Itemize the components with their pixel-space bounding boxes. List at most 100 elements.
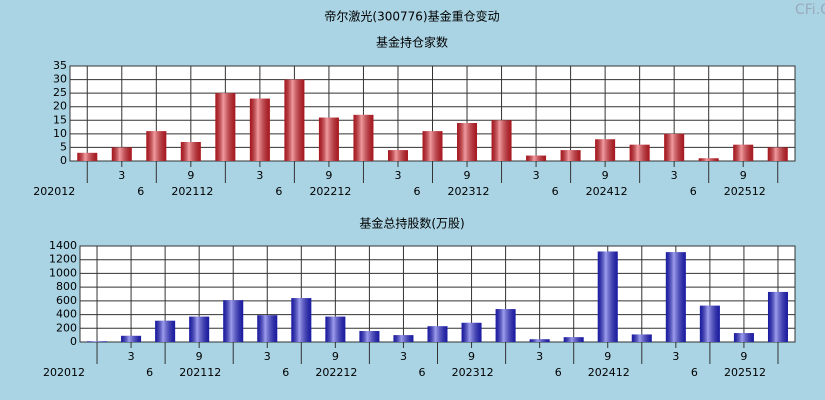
bar-shine	[359, 331, 380, 342]
x-tick-label: 6	[137, 185, 144, 198]
bar-shine	[422, 131, 443, 161]
bar-shine	[733, 333, 754, 342]
x-tick-label: 9	[602, 169, 609, 182]
y-tick-label: 35	[53, 59, 67, 72]
y-tick-label: 30	[53, 73, 67, 86]
x-tick-label: 202412	[588, 366, 630, 379]
bar-shine	[284, 79, 305, 161]
y-tick-label: 1000	[49, 266, 77, 279]
x-tick-label: 6	[690, 185, 697, 198]
y-tick-label: 15	[53, 113, 67, 126]
x-tick-label: 3	[533, 169, 540, 182]
x-tick-label: 3	[394, 169, 401, 182]
bar-shine	[461, 322, 482, 342]
y-tick-label: 20	[53, 100, 67, 113]
bar-shine	[77, 152, 98, 161]
bar-shine	[325, 316, 346, 342]
bar-shine	[597, 251, 618, 342]
x-tick-label: 9	[464, 169, 471, 182]
x-tick-label: 9	[604, 350, 611, 363]
x-tick-label: 6	[275, 185, 282, 198]
x-tick-label: 202412	[586, 185, 628, 198]
bar-shine	[215, 93, 236, 161]
x-tick-label: 202112	[171, 185, 213, 198]
x-tick-label: 202512	[724, 366, 766, 379]
x-tick-label: 202312	[452, 366, 494, 379]
bar-shine	[257, 315, 278, 342]
chart-title: 基金总持股数(万股)	[359, 216, 464, 231]
y-tick-label: 5	[60, 140, 67, 153]
bar-shine	[223, 300, 244, 342]
bar-shine	[560, 150, 581, 161]
bar-shine	[595, 139, 616, 161]
y-tick-label: 25	[53, 86, 67, 99]
bar-shine	[387, 150, 408, 161]
bar-shine	[155, 320, 176, 342]
x-tick-label: 202312	[448, 185, 490, 198]
y-tick-label: 200	[56, 321, 77, 334]
x-tick-label: 6	[414, 185, 421, 198]
x-tick-label: 3	[118, 169, 125, 182]
y-tick-label: 1400	[49, 239, 77, 252]
bar-shine	[427, 326, 448, 342]
x-tick-label: 9	[332, 350, 339, 363]
y-tick-label: 10	[53, 127, 67, 140]
bar-shine	[146, 131, 167, 161]
x-tick-label: 3	[672, 350, 679, 363]
bar-shine	[87, 341, 108, 342]
bar-shine	[491, 120, 512, 161]
y-tick-label: 600	[56, 294, 77, 307]
y-tick-label: 400	[56, 308, 77, 321]
y-tick-label: 800	[56, 280, 77, 293]
bar-shine	[495, 309, 516, 342]
bar-shine	[180, 142, 201, 161]
bar-shine	[189, 316, 210, 342]
x-tick-label: 202012	[33, 185, 75, 198]
x-tick-label: 3	[128, 350, 135, 363]
x-tick-label: 9	[196, 350, 203, 363]
x-tick-label: 6	[282, 366, 289, 379]
bar-shine	[665, 252, 686, 342]
bar-shine	[767, 291, 788, 342]
bar-shine	[121, 335, 142, 342]
x-tick-label: 9	[740, 350, 747, 363]
bar-shine	[699, 305, 720, 342]
x-tick-label: 6	[552, 185, 559, 198]
x-tick-label: 6	[146, 366, 153, 379]
bar-shine	[698, 158, 719, 161]
bar-shine	[733, 144, 754, 161]
x-tick-label: 3	[536, 350, 543, 363]
bar-shine	[393, 335, 414, 342]
bar-shine	[318, 117, 339, 161]
bar-shine	[249, 98, 270, 161]
bar-shine	[767, 147, 788, 161]
bar-shine	[631, 334, 652, 342]
x-tick-label: 9	[187, 169, 194, 182]
bar-shine	[291, 298, 312, 342]
x-tick-label: 3	[256, 169, 263, 182]
bar-shine	[529, 339, 550, 342]
x-tick-label: 6	[419, 366, 426, 379]
x-tick-label: 3	[264, 350, 271, 363]
bar-shine	[563, 337, 584, 342]
watermark: CFi.CN	[795, 2, 825, 18]
chart-subtitle: 基金持仓家数	[376, 35, 448, 50]
x-tick-label: 202512	[724, 185, 766, 198]
x-tick-label: 6	[555, 366, 562, 379]
x-tick-label: 9	[468, 350, 475, 363]
x-tick-label: 6	[691, 366, 698, 379]
bar-shine	[353, 114, 374, 161]
chart-title: 帝尔激光(300776)基金重仓变动	[324, 9, 499, 24]
bar-shine	[629, 144, 650, 161]
x-tick-label: 202012	[43, 366, 85, 379]
bar-shine	[457, 123, 478, 161]
bar-shine	[111, 147, 132, 161]
x-tick-label: 202212	[309, 185, 351, 198]
x-tick-label: 3	[671, 169, 678, 182]
x-tick-label: 9	[325, 169, 332, 182]
y-tick-label: 1200	[49, 253, 77, 266]
y-tick-label: 0	[70, 335, 77, 348]
bar-shine	[526, 155, 547, 161]
x-tick-label: 9	[740, 169, 747, 182]
